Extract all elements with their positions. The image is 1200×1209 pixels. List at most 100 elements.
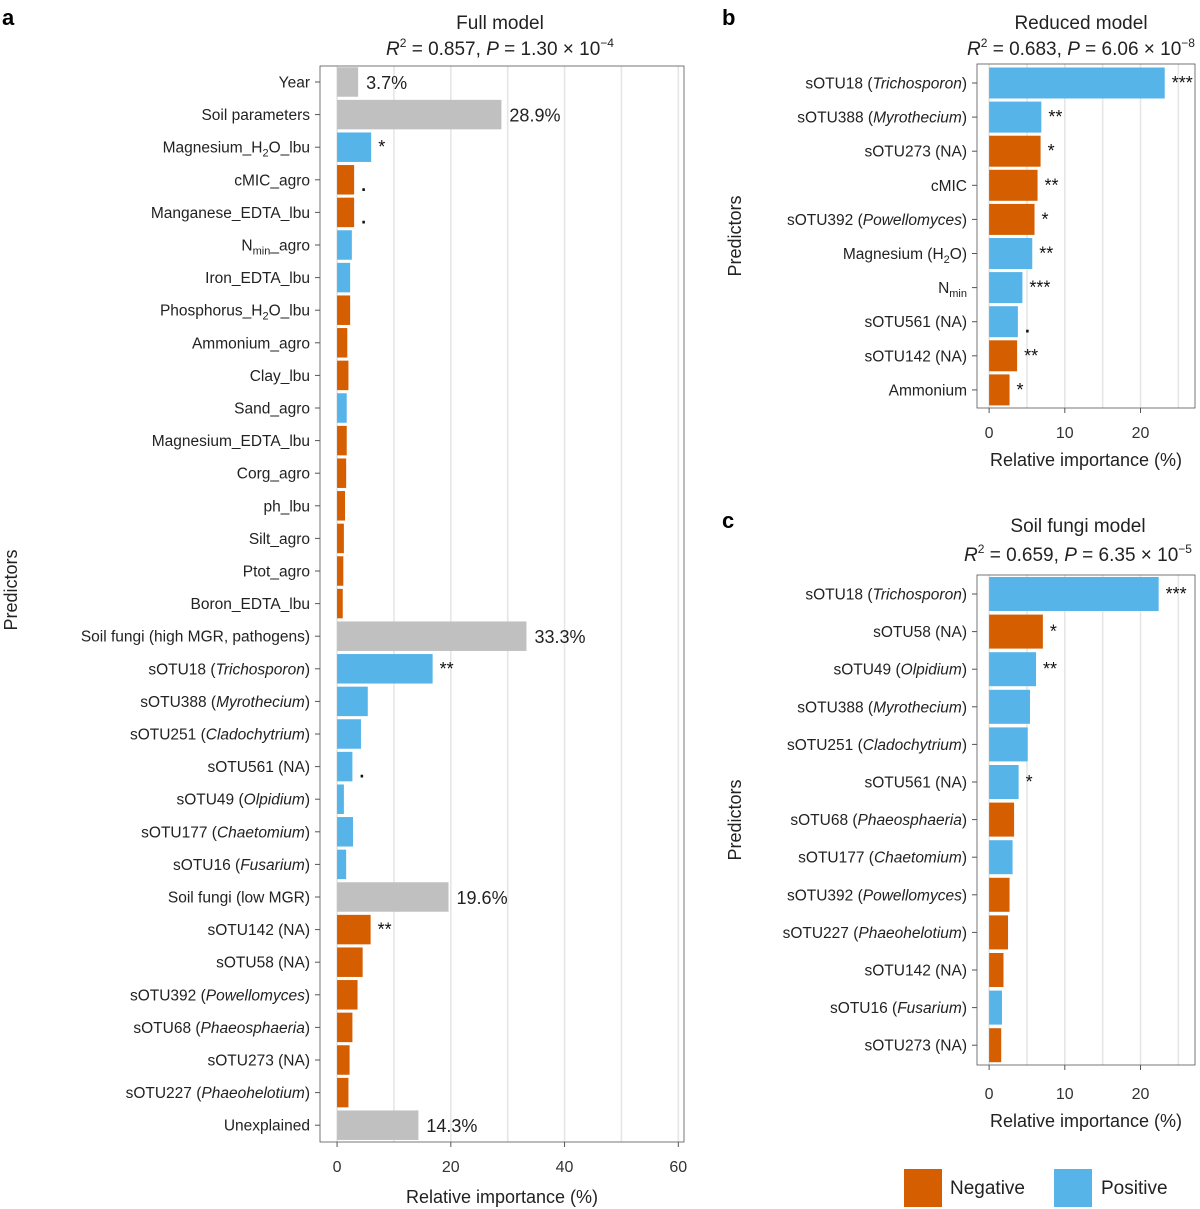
chart-title: Full model	[456, 13, 544, 34]
stat-p-exponent: −4	[600, 36, 614, 50]
bar-negative	[337, 360, 349, 391]
predictor-label-suffix: )	[305, 1020, 310, 1037]
x-tick-label: 0	[333, 1159, 342, 1176]
predictor-label-subscript: 2	[263, 311, 269, 323]
predictor-label-suffix: )	[305, 792, 310, 809]
significance-label: .	[359, 762, 364, 782]
panel-letter: b	[722, 5, 735, 30]
predictor-label-text: Sand_agro	[234, 401, 310, 418]
bar-negative	[989, 1028, 1002, 1063]
predictor-label: sOTU58 (NA)	[216, 955, 310, 972]
predictor-label-suffix: O)	[950, 246, 967, 263]
bar-positive	[989, 306, 1018, 338]
bar-negative	[337, 980, 358, 1010]
predictor-label-italic: Powellomyces	[863, 887, 962, 904]
bar-positive	[989, 101, 1042, 133]
bar-positive	[337, 230, 352, 260]
predictor-label-suffix: O_lbu	[269, 303, 310, 320]
predictor-label: sOTU561 (NA)	[865, 314, 968, 331]
predictor-label: sOTU49 (Olpidium)	[176, 792, 310, 809]
predictor-label: sOTU18 (Trichosporon)	[148, 661, 310, 678]
predictor-label: sOTU388 (Myrothecium)	[140, 694, 310, 711]
predictor-label-suffix: )	[962, 662, 967, 679]
predictor-label: sOTU388 (Myrothecium)	[797, 110, 967, 127]
predictor-label-text: Magnesium_EDTA_lbu	[152, 433, 310, 450]
stat-r: R	[964, 545, 978, 566]
predictor-label-text: N	[938, 280, 949, 297]
predictor-label-text: sOTU273 (NA)	[865, 1038, 968, 1055]
predictor-label-text: Ptot_agro	[243, 564, 310, 581]
predictor-label: Manganese_EDTA_lbu	[151, 205, 310, 222]
predictor-label-text: Corg_agro	[237, 466, 310, 483]
stat-r-superscript: 2	[400, 36, 407, 50]
stat-r: R	[386, 39, 400, 60]
predictor-label: sOTU142 (NA)	[865, 348, 968, 365]
predictor-label-text: Unexplained	[224, 1118, 310, 1135]
predictor-label-text: sOTU388 (	[797, 110, 874, 127]
predictor-label: Year	[279, 75, 310, 92]
predictor-label: cMIC_agro	[234, 172, 310, 189]
predictor-label-suffix: O_lbu	[269, 140, 310, 157]
predictor-label-subscript: min	[253, 246, 271, 258]
predictor-label-text: sOTU177 (	[798, 850, 875, 867]
percent-label: 19.6%	[457, 888, 508, 908]
bar-positive	[989, 727, 1028, 762]
predictor-label-italic: Powellomyces	[206, 987, 305, 1004]
predictor-label-text: sOTU49 (	[176, 792, 244, 809]
predictor-label: Nmin	[938, 280, 967, 300]
bar-positive	[337, 719, 361, 749]
bar-negative	[337, 1077, 349, 1108]
bar-positive	[337, 686, 368, 717]
predictor-label-text: cMIC	[931, 178, 967, 195]
predictor-label: sOTU177 (Chaetomium)	[141, 824, 310, 841]
legend-positive-swatch	[1054, 1169, 1092, 1207]
bar-positive	[337, 262, 351, 293]
significance-label: **	[1024, 346, 1038, 366]
x-tick-label: 0	[985, 425, 994, 442]
predictor-label: sOTU561 (NA)	[865, 775, 968, 792]
percent-label: 28.9%	[509, 106, 560, 126]
significance-label: **	[440, 659, 454, 679]
predictor-label: Nmin_agro	[241, 238, 310, 258]
predictor-label-text: Ammonium	[889, 382, 967, 399]
bar-negative	[989, 135, 1041, 167]
legend-negative-swatch	[904, 1169, 942, 1207]
bar-group	[337, 99, 502, 130]
predictor-label-suffix: )	[962, 850, 967, 867]
predictor-label: sOTU142 (NA)	[865, 963, 968, 980]
predictor-label-italic: Phaeohelotium	[201, 1085, 304, 1102]
predictor-label-text: ph_lbu	[263, 498, 310, 515]
bar-negative	[337, 458, 347, 488]
bar-group	[337, 882, 449, 912]
bar-negative	[989, 203, 1035, 235]
predictor-label-text: sOTU392 (	[787, 212, 864, 229]
predictor-label: Corg_agro	[237, 466, 310, 483]
stat-p-value: = 6.35 × 10	[1077, 545, 1178, 566]
predictor-label-text: sOTU388 (	[140, 694, 217, 711]
stat-p-exponent: −8	[1181, 36, 1195, 50]
predictor-label-text: Year	[279, 75, 310, 92]
predictor-label-text: sOTU561 (NA)	[865, 314, 968, 331]
bar-negative	[989, 169, 1038, 201]
predictor-label-italic: Phaeohelotium	[858, 925, 961, 942]
predictor-label: Phosphorus_H2O_lbu	[160, 303, 310, 323]
x-tick-label: 0	[985, 1086, 994, 1103]
bar-negative	[337, 1012, 353, 1043]
predictor-label: sOTU392 (Powellomyces)	[130, 987, 310, 1004]
predictor-label: sOTU392 (Powellomyces)	[787, 212, 967, 229]
bar-positive	[337, 132, 372, 162]
bar-positive	[989, 840, 1013, 875]
x-tick-label: 20	[442, 1159, 460, 1176]
predictor-label-text: sOTU273 (NA)	[865, 144, 968, 161]
predictor-label-text: sOTU142 (NA)	[865, 348, 968, 365]
predictor-label: sOTU177 (Chaetomium)	[798, 850, 967, 867]
predictor-label: sOTU561 (NA)	[208, 759, 311, 776]
bar-positive	[989, 990, 1002, 1025]
significance-label: .	[361, 207, 366, 227]
predictor-label: sOTU392 (Powellomyces)	[787, 887, 967, 904]
predictor-label-text: sOTU49 (	[833, 662, 901, 679]
significance-label: .	[361, 175, 366, 195]
panel-border	[976, 63, 1196, 409]
predictor-label-suffix: )	[962, 110, 967, 127]
